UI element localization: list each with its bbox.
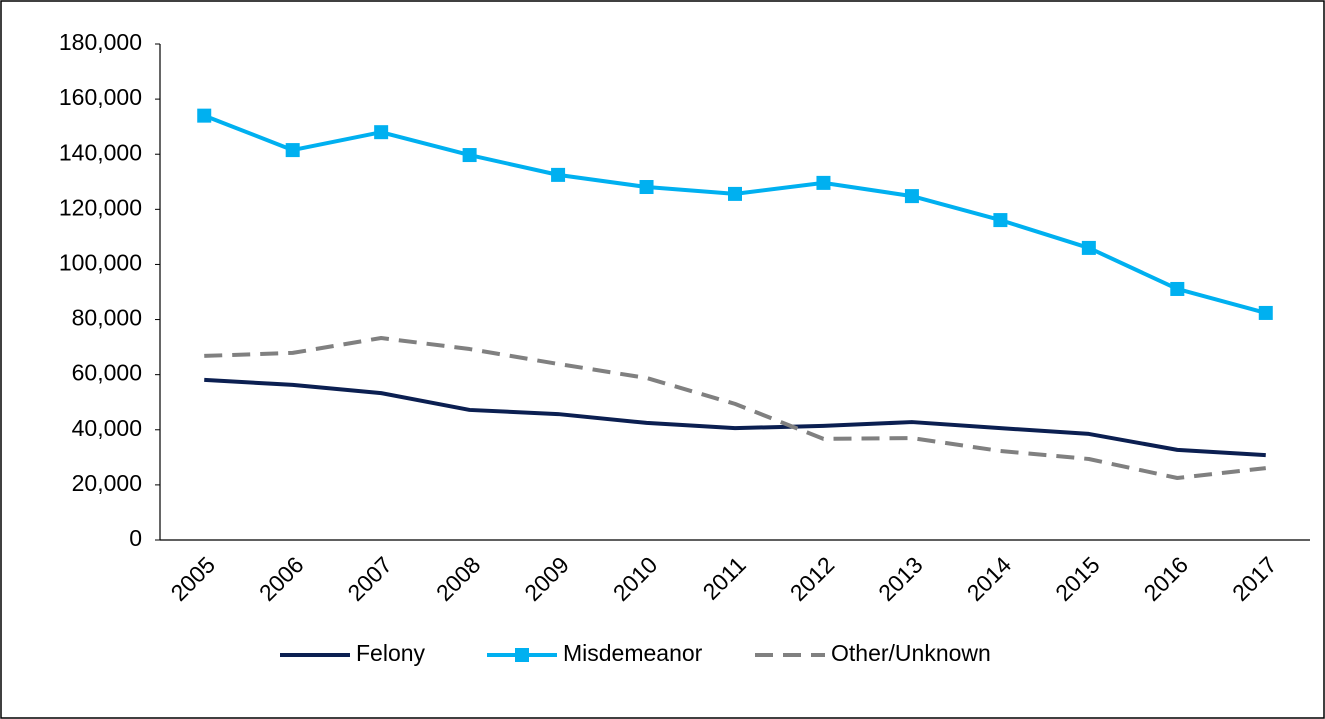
y-tick-label: 160,000 xyxy=(59,84,142,110)
legend-marker xyxy=(515,648,529,662)
point-marker xyxy=(904,189,919,204)
point-marker xyxy=(816,175,831,190)
series-line xyxy=(204,377,1266,458)
y-tick-label: 20,000 xyxy=(72,470,142,496)
y-tick-label: 180,000 xyxy=(59,29,142,55)
point-marker xyxy=(285,143,300,158)
y-tick-label: 40,000 xyxy=(72,415,142,441)
y-tick-label: 100,000 xyxy=(59,250,142,276)
legend-label: Other/Unknown xyxy=(831,640,991,666)
point-marker xyxy=(993,213,1008,228)
series-line xyxy=(204,336,1266,480)
point-marker xyxy=(551,167,566,182)
legend-label: Felony xyxy=(356,640,426,666)
y-tick-label: 0 xyxy=(129,525,142,551)
y-tick-label: 140,000 xyxy=(59,139,142,165)
point-marker xyxy=(1258,305,1273,320)
point-marker xyxy=(728,186,742,201)
point-marker xyxy=(374,125,389,140)
y-tick-label: 60,000 xyxy=(72,360,142,386)
point-marker xyxy=(197,108,212,123)
y-tick-label: 80,000 xyxy=(72,305,142,331)
legend-label: Misdemeanor xyxy=(563,640,703,666)
point-marker xyxy=(462,148,477,163)
point-marker xyxy=(1081,240,1096,255)
point-marker xyxy=(1170,281,1185,296)
point-marker xyxy=(639,180,654,195)
y-tick-label: 120,000 xyxy=(59,194,142,220)
